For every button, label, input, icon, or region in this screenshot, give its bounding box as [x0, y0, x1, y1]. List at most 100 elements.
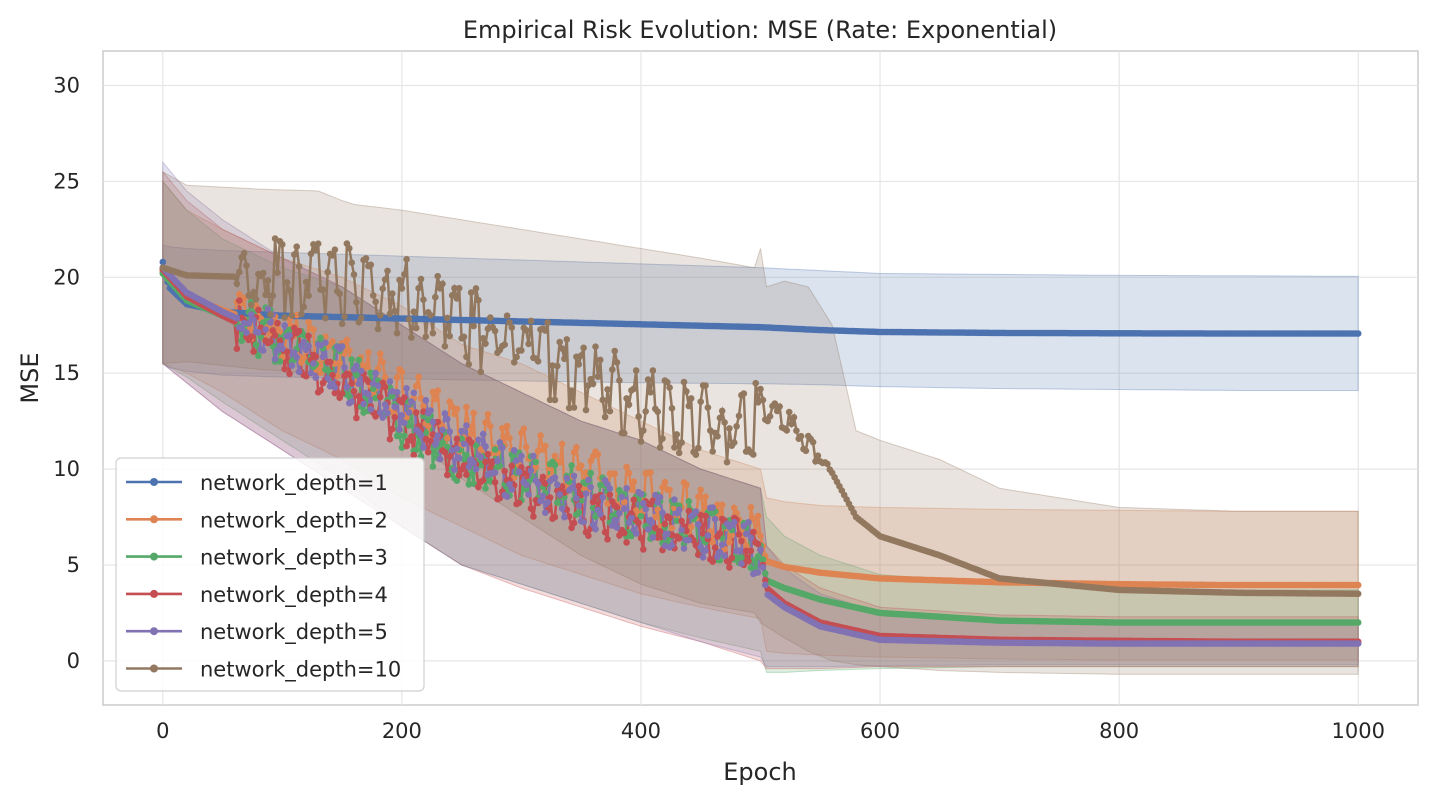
series-marker [632, 367, 640, 374]
series-marker [797, 432, 805, 440]
series-marker [609, 366, 616, 373]
series-marker [554, 481, 561, 489]
series-marker [530, 452, 537, 460]
series-marker [616, 377, 623, 384]
series-marker [668, 541, 676, 549]
series-marker [563, 475, 571, 482]
confidence-band [162, 160, 1359, 668]
series-marker [434, 418, 442, 426]
series-marker [601, 413, 609, 421]
series-marker [355, 380, 363, 388]
series-marker [735, 547, 743, 554]
series-marker [491, 446, 499, 453]
series-marker [353, 298, 360, 306]
series-marker [620, 429, 628, 437]
series-marker [513, 457, 520, 464]
series-marker [322, 339, 329, 347]
series-marker [274, 269, 281, 277]
series-marker [611, 470, 618, 477]
y-axis-title: MSE [16, 352, 44, 403]
series-marker [692, 508, 700, 515]
series-marker [685, 536, 693, 544]
series-marker [733, 423, 740, 430]
series-marker [401, 419, 408, 427]
series-marker [463, 403, 470, 411]
series-marker [718, 541, 726, 548]
series-marker [750, 451, 757, 458]
series-marker [369, 385, 377, 393]
series-marker [597, 356, 604, 364]
series-marker [585, 532, 592, 539]
series-marker [685, 402, 693, 410]
series-marker [362, 364, 370, 371]
series-marker [372, 298, 379, 306]
series-marker [745, 557, 752, 565]
series-marker [236, 268, 243, 276]
series-marker [159, 258, 167, 266]
series-marker [355, 356, 363, 364]
series-marker [637, 534, 645, 542]
series-marker [343, 336, 351, 344]
series-marker [675, 449, 683, 457]
series-marker [379, 358, 387, 366]
series-marker [723, 557, 731, 565]
series-marker [613, 524, 621, 531]
y-tick-label: 20 [53, 265, 80, 289]
series-marker [814, 452, 822, 460]
series-marker [640, 546, 647, 553]
series-marker [491, 479, 499, 486]
series-marker [554, 499, 561, 507]
chart-title: Empirical Risk Evolution: MSE (Rate: Exp… [463, 16, 1057, 44]
series-marker [240, 249, 248, 257]
legend-label: network_depth=1 [200, 471, 388, 496]
series-marker [594, 373, 602, 381]
series-marker [439, 439, 446, 447]
series-marker [262, 291, 269, 299]
series-marker [649, 367, 657, 374]
series-marker [642, 505, 649, 513]
series-marker [341, 364, 348, 371]
series-marker [484, 450, 492, 458]
series-marker [348, 380, 356, 387]
series-marker [391, 414, 399, 421]
series-marker [630, 385, 638, 393]
series-marker [618, 493, 626, 501]
series-marker [346, 371, 353, 378]
series-marker [542, 480, 549, 487]
series-marker [410, 451, 418, 459]
x-tick-label: 800 [1099, 719, 1139, 743]
series-marker [580, 344, 587, 352]
x-tick-labels: 0 200 400 600 800 1000 [156, 719, 1385, 743]
series-marker [551, 474, 559, 481]
series-marker [726, 425, 733, 432]
series-marker [716, 414, 724, 422]
series-marker [754, 569, 762, 576]
series-marker [668, 405, 676, 412]
series-marker [424, 448, 432, 456]
series-marker [678, 526, 685, 534]
series-marker [276, 328, 284, 336]
series-marker [577, 462, 585, 470]
series-marker [599, 494, 606, 501]
series-marker [420, 444, 427, 451]
series-marker [735, 412, 743, 420]
series-marker [291, 324, 298, 332]
series-marker [671, 444, 678, 451]
series-marker [367, 261, 375, 269]
series-marker [271, 332, 279, 339]
series-marker [527, 505, 535, 512]
series-marker [754, 553, 762, 560]
x-axis-title: Epoch [723, 758, 797, 786]
series-marker [463, 471, 470, 479]
series-marker [544, 499, 551, 506]
series-marker [620, 529, 628, 537]
series-marker [718, 501, 726, 509]
series-marker [405, 316, 413, 323]
series-marker [386, 435, 394, 443]
series-marker [393, 388, 401, 396]
series-marker [656, 493, 664, 501]
series-marker [735, 531, 743, 538]
series-marker [233, 345, 241, 353]
series-marker [714, 501, 721, 509]
series-marker [379, 414, 387, 421]
